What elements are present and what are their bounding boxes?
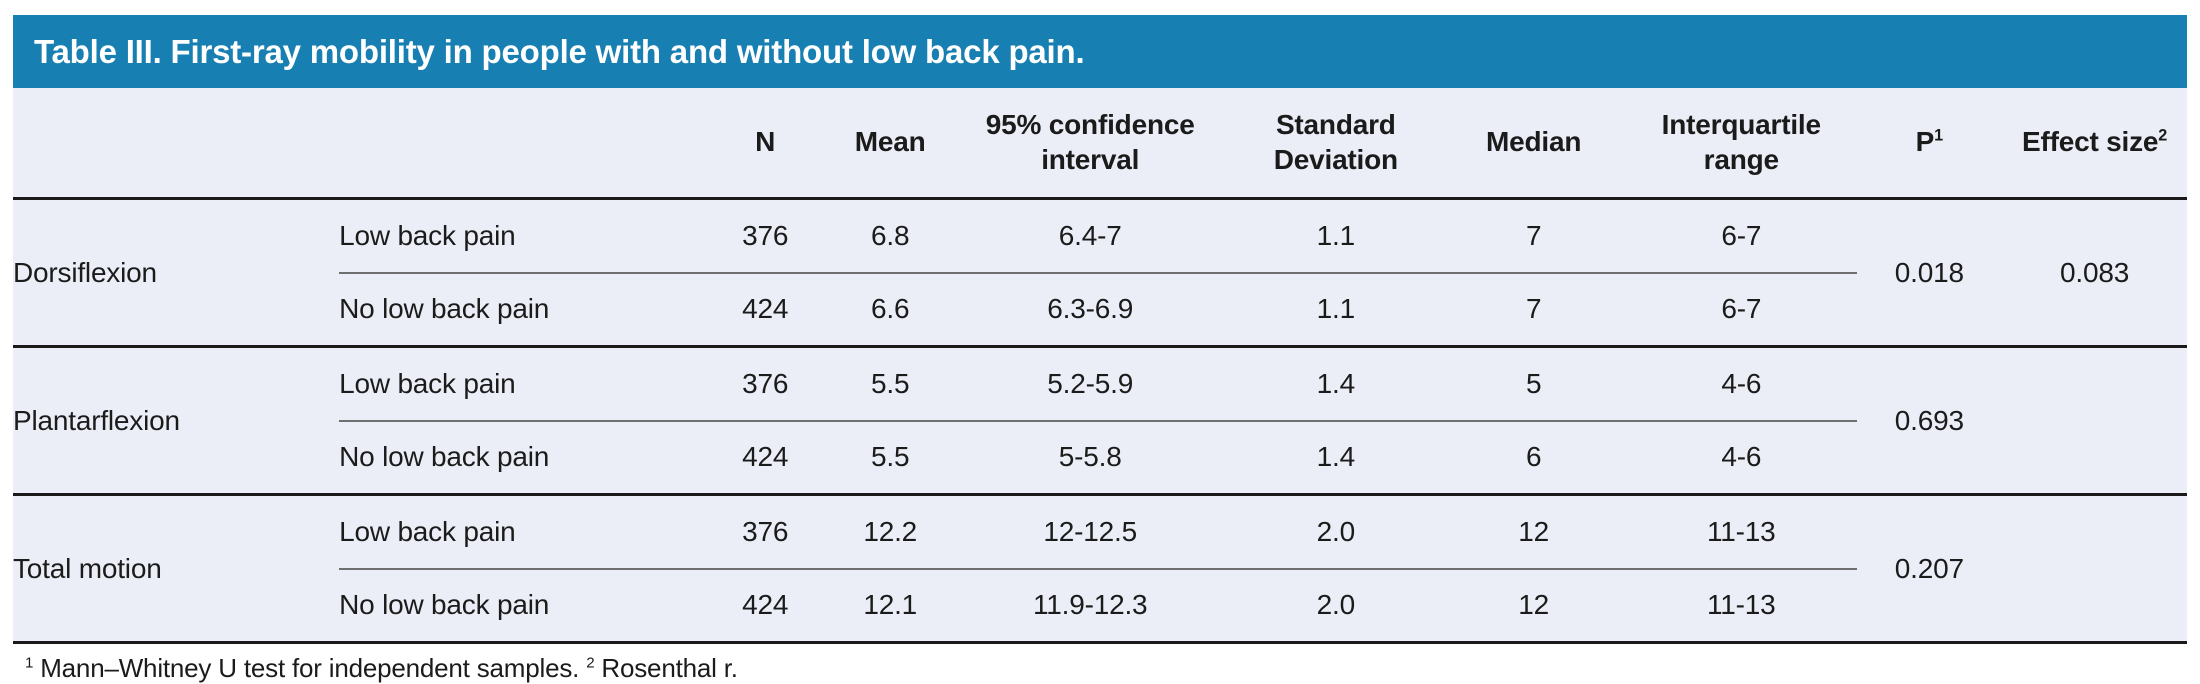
cell-median: 5 [1441,345,1627,422]
column-header-empty-subgroup [339,88,700,200]
column-header-effect-size: Effect size2 [2002,88,2187,200]
data-table: N Mean 95% confidence interval Standard … [13,88,2187,644]
row-label-plantarflexion: Plantarflexion [13,345,340,495]
column-header-empty-label [13,88,340,200]
cell-iqr: 4-6 [1626,345,1857,422]
cell-ci: 5-5.8 [1058,441,1122,473]
column-header-sd: Standard Deviation [1230,88,1442,200]
cell-sd: 2.0 [1230,493,1442,570]
table-row: No low back pain 424 12.1 11.9-12.3 2.0 … [13,569,2187,643]
row-label-total-motion: Total motion [13,493,340,643]
cell-median: 12 [1441,493,1627,570]
cell-iqr: 4-6 [1721,441,1762,473]
table-row: No low back pain 424 6.6 6.3-6.9 1.1 7 6… [13,273,2187,347]
cell-ci: 5.2-5.9 [949,345,1231,422]
p-value: 0.207 [1856,493,2003,643]
p-value: 0.693 [1856,345,2003,495]
cell-median: 7 [1441,198,1627,274]
cell-mean: 5.5 [830,345,950,422]
cell-sd: 1.4 [1316,441,1356,473]
cell-subgroup: No low back pain [339,441,550,473]
footnote-text-1: Mann–Whitney U test for independent samp… [40,653,580,683]
effect-size-value [2002,345,2187,495]
cell-iqr: 11-13 [1707,589,1776,621]
cell-mean: 6.6 [871,293,910,325]
column-header-n: N [699,88,831,200]
cell-iqr: 6-7 [1626,198,1857,274]
footnote-superscript-1: 1 [25,654,34,672]
cell-subgroup: Low back pain [339,493,700,570]
table-row: Total motion Low back pain 376 12.2 12-1… [13,493,2187,643]
cell-n: 376 [699,345,831,422]
column-header-mean: Mean [830,88,950,200]
table-row: No low back pain 424 5.5 5-5.8 1.4 6 4-6 [13,421,2187,495]
column-header-ci: 95% confidence interval [949,88,1231,200]
table-row: Dorsiflexion Low back pain 376 6.8 6.4-7… [13,198,2187,288]
cell-subgroup: No low back pain [339,293,550,325]
p-header-superscript: 1 [1934,127,1943,146]
cell-n: 424 [742,441,789,473]
column-header-iqr: Interquartile range [1626,88,1857,200]
effect-size-value: 0.083 [2060,256,2130,288]
table-row: Plantarflexion Low back pain 376 5.5 5.2… [13,345,2187,495]
cell-mean: 5.5 [871,441,910,473]
cell-median: 12 [1518,589,1550,621]
cell-sd: 1.1 [1316,293,1356,325]
cell-mean: 12.1 [863,589,918,621]
cell-ci: 6.4-7 [949,198,1231,274]
cell-subgroup: Low back pain [339,198,700,274]
cell-ci: 12-12.5 [949,493,1231,570]
p-value: 0.018 [1894,256,1964,288]
footnote: 1 Mann–Whitney U test for independent sa… [13,653,2187,684]
p-header-label: P [1915,126,1935,158]
cell-n: 376 [699,493,831,570]
footnote-text-2: Rosenthal r. [601,653,738,683]
effect-size-value [2002,493,2187,643]
cell-sd: 2.0 [1316,589,1356,621]
cell-median: 7 [1525,293,1542,325]
cell-n: 424 [742,589,789,621]
cell-ci: 6.3-6.9 [1047,293,1134,325]
effect-size-header-label: Effect size [2022,126,2159,158]
cell-sd: 1.1 [1230,198,1442,274]
cell-n: 424 [742,293,789,325]
column-header-p: P1 [1856,88,2003,200]
cell-n: 376 [699,198,831,274]
table-title-bar: Table III. First-ray mobility in people … [13,15,2187,88]
cell-iqr: 6-7 [1721,293,1762,325]
column-header-median: Median [1441,88,1627,200]
cell-subgroup: No low back pain [339,589,550,621]
cell-mean: 12.2 [830,493,950,570]
cell-median: 6 [1525,441,1542,473]
cell-ci: 11.9-12.3 [1032,589,1148,621]
row-label-dorsiflexion: Dorsiflexion [13,256,157,288]
header-row: N Mean 95% confidence interval Standard … [13,88,2187,200]
cell-subgroup: Low back pain [339,345,700,422]
cell-sd: 1.4 [1230,345,1442,422]
effect-size-header-superscript: 2 [2158,127,2168,146]
cell-mean: 6.8 [830,198,950,274]
table-title: Table III. First-ray mobility in people … [34,32,1085,70]
footnote-superscript-2: 2 [586,654,595,672]
table-panel: Table III. First-ray mobility in people … [13,15,2187,684]
cell-iqr: 11-13 [1626,493,1857,570]
